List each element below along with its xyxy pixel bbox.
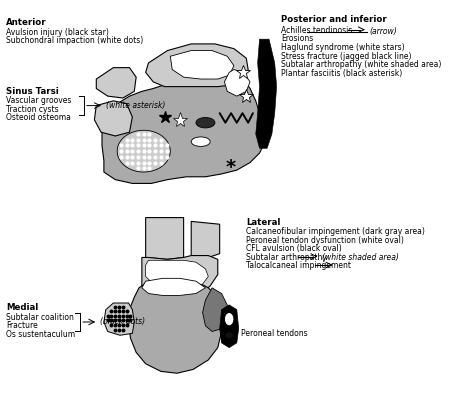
Polygon shape <box>146 260 208 288</box>
Polygon shape <box>256 39 277 148</box>
Ellipse shape <box>225 332 233 339</box>
Polygon shape <box>128 278 221 373</box>
Text: (white shaded area): (white shaded area) <box>322 253 399 262</box>
Text: Subtalar arthropathy: Subtalar arthropathy <box>246 253 327 262</box>
Text: Lateral: Lateral <box>246 218 281 227</box>
Text: Erosions: Erosions <box>282 34 314 43</box>
Text: Subtalar coalition: Subtalar coalition <box>6 312 74 321</box>
Text: Plantar fasciitis (black asterisk): Plantar fasciitis (black asterisk) <box>282 68 402 78</box>
Text: (black dots): (black dots) <box>100 318 145 326</box>
Polygon shape <box>142 278 205 295</box>
Text: CFL avulsion (black oval): CFL avulsion (black oval) <box>246 244 342 253</box>
Text: Posterior and inferior: Posterior and inferior <box>282 16 387 24</box>
Ellipse shape <box>191 137 210 147</box>
Text: *: * <box>226 158 236 177</box>
Text: (white asterisk): (white asterisk) <box>106 101 165 110</box>
Text: Sinus Tarsi: Sinus Tarsi <box>6 87 59 96</box>
Text: Subtalar arthropathy (white shaded area): Subtalar arthropathy (white shaded area) <box>282 60 442 69</box>
Text: Stress fracture (jagged black line): Stress fracture (jagged black line) <box>282 52 412 60</box>
Text: Fracture: Fracture <box>6 321 38 330</box>
Text: Os sustentaculum: Os sustentaculum <box>6 330 75 339</box>
Polygon shape <box>219 305 238 348</box>
Polygon shape <box>191 221 219 257</box>
Polygon shape <box>117 130 170 172</box>
Polygon shape <box>146 44 248 87</box>
Polygon shape <box>96 68 136 98</box>
Polygon shape <box>202 288 227 331</box>
Text: Talocalcaneal impingement: Talocalcaneal impingement <box>246 261 351 270</box>
Text: Calcaneofibular impingement (dark gray area): Calcaneofibular impingement (dark gray a… <box>246 227 425 236</box>
Text: Vascular grooves: Vascular grooves <box>6 96 72 105</box>
Text: Medial: Medial <box>6 303 38 312</box>
Text: Peroneal tendon dysfunction (white oval): Peroneal tendon dysfunction (white oval) <box>246 236 404 244</box>
Ellipse shape <box>224 312 234 326</box>
Text: Peroneal tendons: Peroneal tendons <box>241 329 307 338</box>
Text: Achilles tendinosis: Achilles tendinosis <box>282 26 353 35</box>
Text: Avulsion injury (black star): Avulsion injury (black star) <box>6 28 109 37</box>
Polygon shape <box>146 218 183 260</box>
Text: (arrow): (arrow) <box>370 27 397 36</box>
Text: Haglund syndrome (white stars): Haglund syndrome (white stars) <box>282 43 405 52</box>
Text: Traction cysts: Traction cysts <box>6 105 59 114</box>
Polygon shape <box>104 303 134 335</box>
Ellipse shape <box>196 118 215 128</box>
Text: Anterior: Anterior <box>6 18 47 27</box>
Polygon shape <box>142 255 218 300</box>
Polygon shape <box>170 50 234 79</box>
Polygon shape <box>224 70 250 96</box>
Polygon shape <box>102 66 265 184</box>
Text: Subchondral impaction (white dots): Subchondral impaction (white dots) <box>6 36 143 45</box>
Polygon shape <box>94 101 132 136</box>
Text: Osteoid osteoma: Osteoid osteoma <box>6 113 71 122</box>
